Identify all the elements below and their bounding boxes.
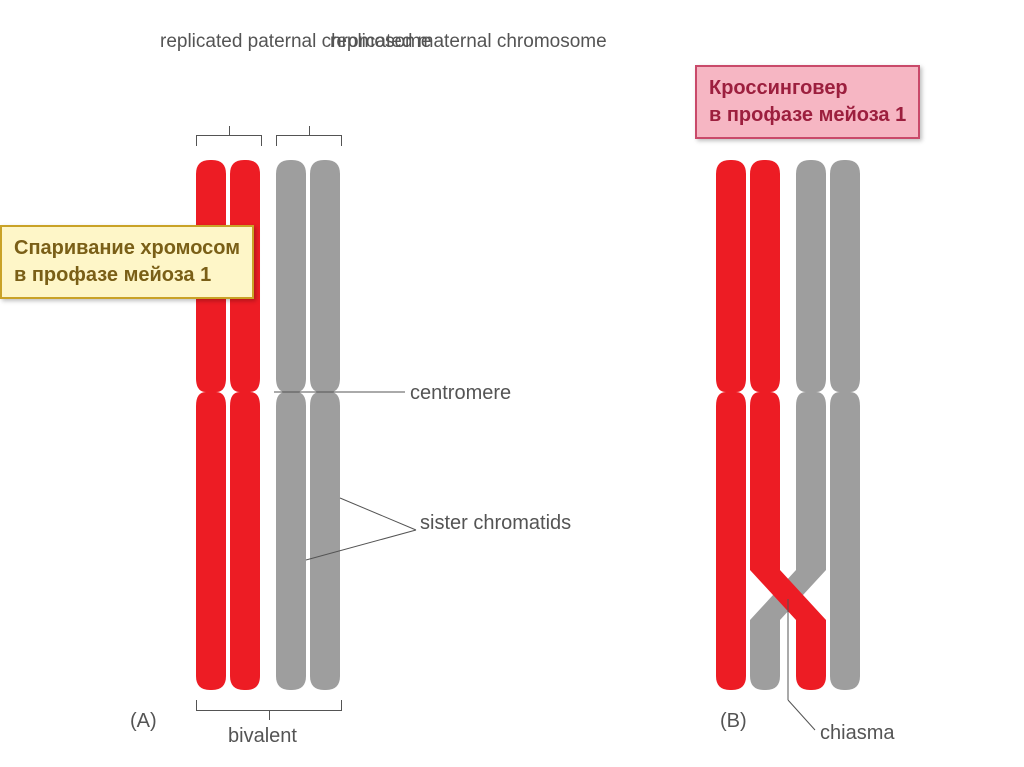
panelA-maternal-chromatid-1 [276,160,306,690]
label-chiasma: chiasma [820,720,894,746]
panel-letter-b: (B) [720,710,747,733]
panelB-paternal-chromatid-1 [716,160,746,690]
panelA-maternal-chromatid-2 [310,160,340,690]
leader-sister-1 [340,498,416,530]
label-centromere: centromere [410,380,511,406]
panelB-maternal-chromatid-2 [830,160,860,690]
bracket-paternal [196,135,262,146]
bracket-maternal [276,135,342,146]
bracket-bivalent [196,700,342,711]
label-bivalent: bivalent [228,723,297,749]
leader-chiasma-d [788,700,815,730]
label-sister-chromatids: sister chromatids [420,510,571,536]
label-maternal: replicated maternal chromosome [330,30,607,55]
diagram-container: { "dimensions": { "width": 1024, "height… [0,0,1024,767]
caption-box-crossover: Кроссинговер в профазе мейоза 1 [695,65,920,139]
panel-letter-a: (A) [130,710,157,733]
caption-box-pairing: Спаривание хромосом в профазе мейоза 1 [0,225,254,299]
